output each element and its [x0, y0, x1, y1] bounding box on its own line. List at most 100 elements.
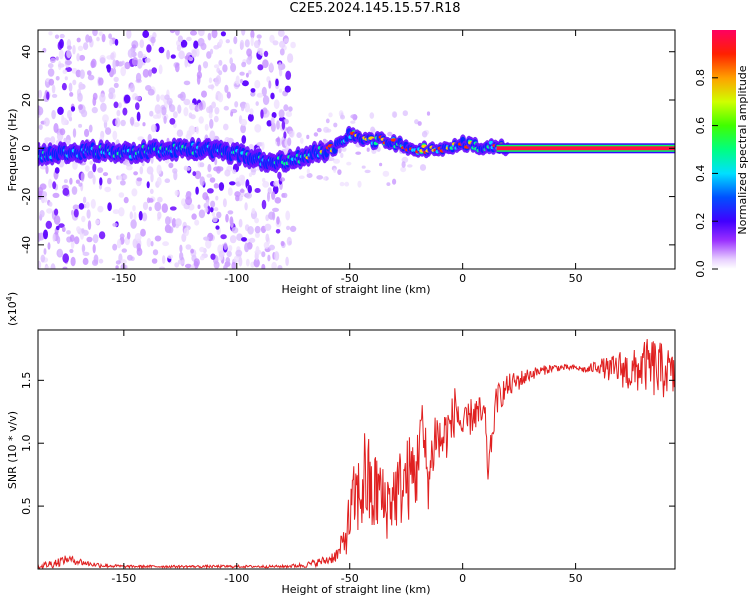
spectrogram-noise-blob — [261, 263, 266, 269]
spectrogram-noise-blob — [392, 178, 397, 185]
colorbar-tick-label: 0.4 — [694, 165, 707, 183]
spectrogram-noise-blob — [77, 92, 83, 103]
spectrogram-noise-blob — [139, 39, 145, 48]
spectrogram-noise-blob — [73, 208, 79, 218]
y-tick-label: 40 — [20, 45, 33, 59]
spectrogram-noise-blob — [38, 89, 43, 99]
spectrogram-noise-blob — [163, 115, 167, 124]
spectrogram-noise-blob — [265, 233, 270, 243]
spectrogram-noise-blob — [142, 30, 150, 38]
spectrogram-noise-blob — [247, 185, 252, 194]
spectrogram-noise-blob — [109, 38, 113, 46]
spectrogram-noise-blob — [51, 84, 56, 94]
spectrogram-noise-blob — [52, 181, 57, 190]
spectrogram-noise-blob — [131, 188, 138, 197]
spectrogram-noise-blob — [38, 232, 42, 242]
spectrogram-noise-blob — [72, 44, 76, 55]
spectrogram-noise-blob — [209, 118, 214, 129]
spectrogram-noise-blob — [223, 264, 228, 269]
spectrogram-noise-blob — [214, 158, 218, 166]
spectrogram-noise-blob — [239, 188, 245, 193]
spectrogram-noise-blob — [296, 132, 302, 139]
spectrogram-noise-blob — [122, 107, 128, 116]
colorbar-tick-label: 0.0 — [694, 260, 707, 278]
spectrogram-noise-blob — [203, 236, 210, 241]
spectrogram-noise-blob — [241, 135, 247, 144]
spectrogram-noise-blob — [250, 30, 255, 39]
spectrogram-noise-blob — [120, 66, 127, 77]
y-tick-label: 1.5 — [20, 372, 33, 390]
spectrogram-noise-blob — [241, 237, 247, 242]
spectrogram-noise-blob — [58, 248, 63, 257]
spectrogram-noise-blob — [419, 164, 427, 171]
spectrogram-noise-blob — [108, 33, 112, 39]
spectrogram-noise-blob — [350, 120, 356, 124]
spectrogram-noise-blob — [261, 251, 266, 258]
spectrogram-noise-blob — [238, 256, 243, 267]
snr-multiplier-exponent: 4 — [5, 296, 14, 301]
spectrogram-noise-blob — [135, 102, 140, 110]
spectrogram-noise-blob — [62, 69, 68, 74]
spectrogram-noise-blob — [112, 59, 117, 70]
spectrogram-noise-blob — [117, 175, 123, 180]
spectrogram-noise-blob — [162, 255, 166, 264]
spectrogram-noise-blob — [50, 57, 56, 63]
spectrogram-noise-blob — [287, 53, 294, 63]
spectrogram-noise-blob — [244, 102, 250, 113]
spectrogram-noise-blob — [341, 146, 347, 152]
spectrogram-x-axis: -150 -100 -50 0 50 — [111, 30, 583, 285]
spectrogram-noise-blob — [78, 123, 83, 128]
spectrogram-noise-blob — [76, 226, 81, 233]
spectrogram-noise-blob — [213, 166, 220, 172]
spectrogram-noise-blob — [133, 211, 137, 221]
spectrogram-noise-blob — [178, 50, 185, 60]
spectrogram-noise-blob — [62, 266, 68, 269]
spectrogram-noise-blob — [289, 225, 297, 232]
spectrogram-noise-blob — [340, 114, 345, 120]
spectrogram-noise-blob — [65, 60, 72, 66]
y-tick-label: 20 — [20, 93, 33, 107]
spectrogram-noise-blob — [180, 39, 188, 48]
spectrogram-noise-blob — [279, 40, 286, 49]
spectrogram-noise-blob — [316, 175, 324, 180]
spectrogram-noise-blob — [136, 177, 143, 182]
spectrogram-noise-blob — [250, 167, 257, 173]
spectrogram-noise-blob — [272, 207, 279, 212]
spectrogram-noise-blob — [78, 104, 83, 111]
y-tick-label: 0.5 — [20, 497, 33, 514]
spectrogram-noise-blob — [61, 114, 65, 122]
spectrogram-noise-blob — [231, 261, 236, 269]
spectrogram-noise-blob — [283, 38, 289, 43]
spectrogram-noise-blob — [116, 109, 121, 117]
spectrogram-noise-blob — [55, 76, 60, 81]
spectrogram-noise-blob — [151, 67, 157, 74]
spectrogram-noise-blob — [284, 85, 291, 93]
spectrogram-noise-blob — [387, 131, 393, 137]
spectrogram-noise-blob — [251, 208, 256, 214]
spectrogram-noise-blob — [262, 181, 270, 188]
spectrogram-noise-blob — [81, 109, 88, 118]
spectrogram-noise-blob — [322, 176, 327, 181]
spectrogram-noise-blob — [183, 227, 190, 237]
snr-frame — [37, 329, 676, 570]
spectrogram-noise-blob — [117, 102, 122, 109]
spectrogram-noise-blob — [184, 263, 192, 269]
spectrogram-noise-blob — [167, 254, 174, 259]
spectrogram-noise-blob — [177, 35, 183, 43]
spectrogram-noise-blob — [189, 102, 196, 111]
spectrogram-noise-blob — [366, 147, 370, 152]
spectrogram-noise-blob — [223, 242, 228, 250]
spectrogram-noise-blob — [268, 244, 275, 251]
spectrogram-noise-blob — [123, 196, 129, 204]
spectrogram-noise-blob — [118, 192, 125, 198]
spectrogram-noise-blob — [247, 226, 254, 235]
spectrogram-noise-blob — [249, 108, 254, 115]
spectrogram-noise-blob — [323, 126, 330, 133]
spectrogram-noise-blob — [216, 211, 222, 219]
spectrogram-noise-blob — [148, 206, 152, 211]
spectrogram-noise-blob — [129, 83, 135, 93]
spectrogram-noise-blob — [224, 169, 231, 177]
spectrogram-noise-blob — [225, 39, 230, 44]
spectrogram-noise-blob — [87, 74, 95, 81]
spectrogram-noise-blob — [271, 112, 277, 119]
